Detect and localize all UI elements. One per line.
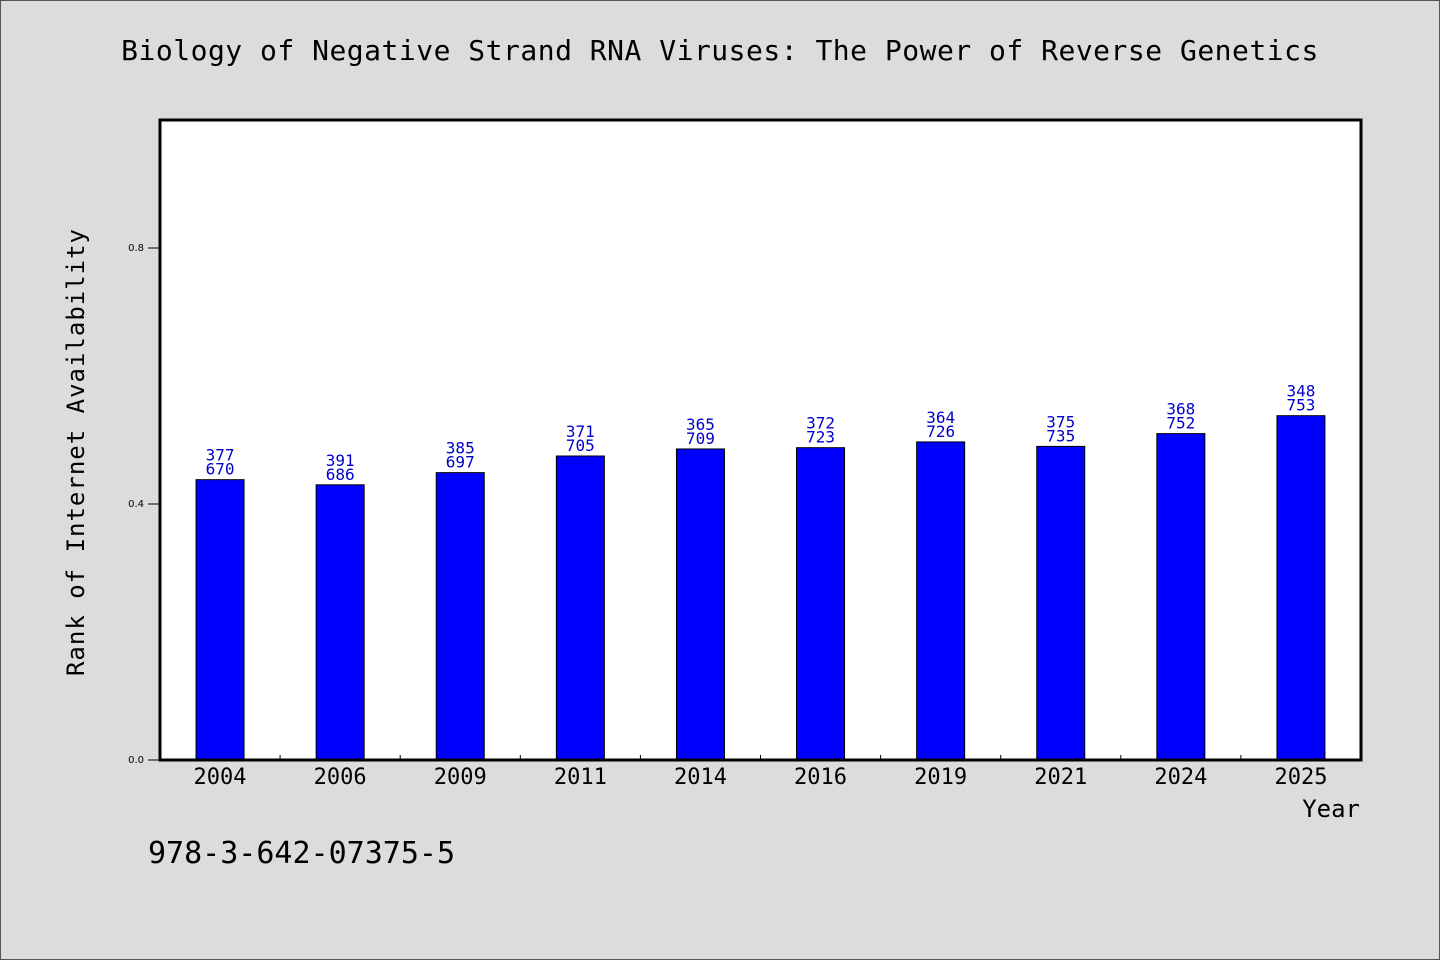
bar-value-label: 364	[926, 408, 955, 427]
bar-value-label: 377	[206, 446, 235, 465]
plot-border	[158, 118, 1363, 762]
y-tick-label: 0.8	[128, 243, 144, 254]
y-tick-label: 0.4	[128, 499, 144, 510]
bar-value-label: 709	[686, 429, 715, 448]
x-tick-label: 2009	[434, 765, 487, 790]
bar-value-label: 735	[1046, 426, 1075, 445]
x-tick-label: 2025	[1274, 765, 1327, 790]
bar-value-label: 726	[926, 422, 955, 441]
bar-value-label: 375	[1046, 412, 1075, 431]
x-tick-label: 2006	[314, 765, 367, 790]
bar	[315, 484, 365, 761]
bar-value-label: 371	[566, 422, 595, 441]
bar-value-label: 365	[686, 415, 715, 434]
x-tick-label: 2024	[1154, 765, 1207, 790]
bar	[195, 479, 245, 761]
bar	[916, 441, 966, 761]
x-tick-label: 2014	[674, 765, 727, 790]
y-tick-label: 0.0	[128, 755, 144, 766]
bar-value-label: 697	[446, 453, 475, 472]
bar-value-label: 368	[1166, 400, 1195, 419]
bar-value-label: 391	[326, 451, 355, 470]
x-tick-label: 2016	[794, 765, 847, 790]
bar-value-label: 705	[566, 436, 595, 455]
bar	[796, 447, 846, 761]
bar-value-label: 385	[446, 439, 475, 458]
bar	[555, 455, 605, 761]
bar-value-label: 752	[1166, 414, 1195, 433]
bar	[675, 448, 725, 761]
bar-value-label: 348	[1286, 382, 1315, 401]
x-axis-label: Year	[1302, 795, 1360, 823]
bar-value-label: 753	[1286, 396, 1315, 415]
bar-value-label: 670	[206, 460, 235, 479]
isbn-label: 978-3-642-07375-5	[148, 836, 456, 871]
x-tick-label: 2011	[554, 765, 607, 790]
bar	[1036, 445, 1086, 761]
bar	[1156, 433, 1206, 761]
bar-value-label: 372	[806, 414, 835, 433]
x-tick-label: 2021	[1034, 765, 1087, 790]
bar-value-label: 723	[806, 428, 835, 447]
bar	[435, 472, 485, 761]
chart-title: Biology of Negative Strand RNA Viruses: …	[121, 34, 1319, 67]
bar	[1276, 415, 1326, 761]
x-tick-label: 2004	[194, 765, 247, 790]
bar-value-label: 686	[326, 465, 355, 484]
x-tick-label: 2019	[914, 765, 967, 790]
